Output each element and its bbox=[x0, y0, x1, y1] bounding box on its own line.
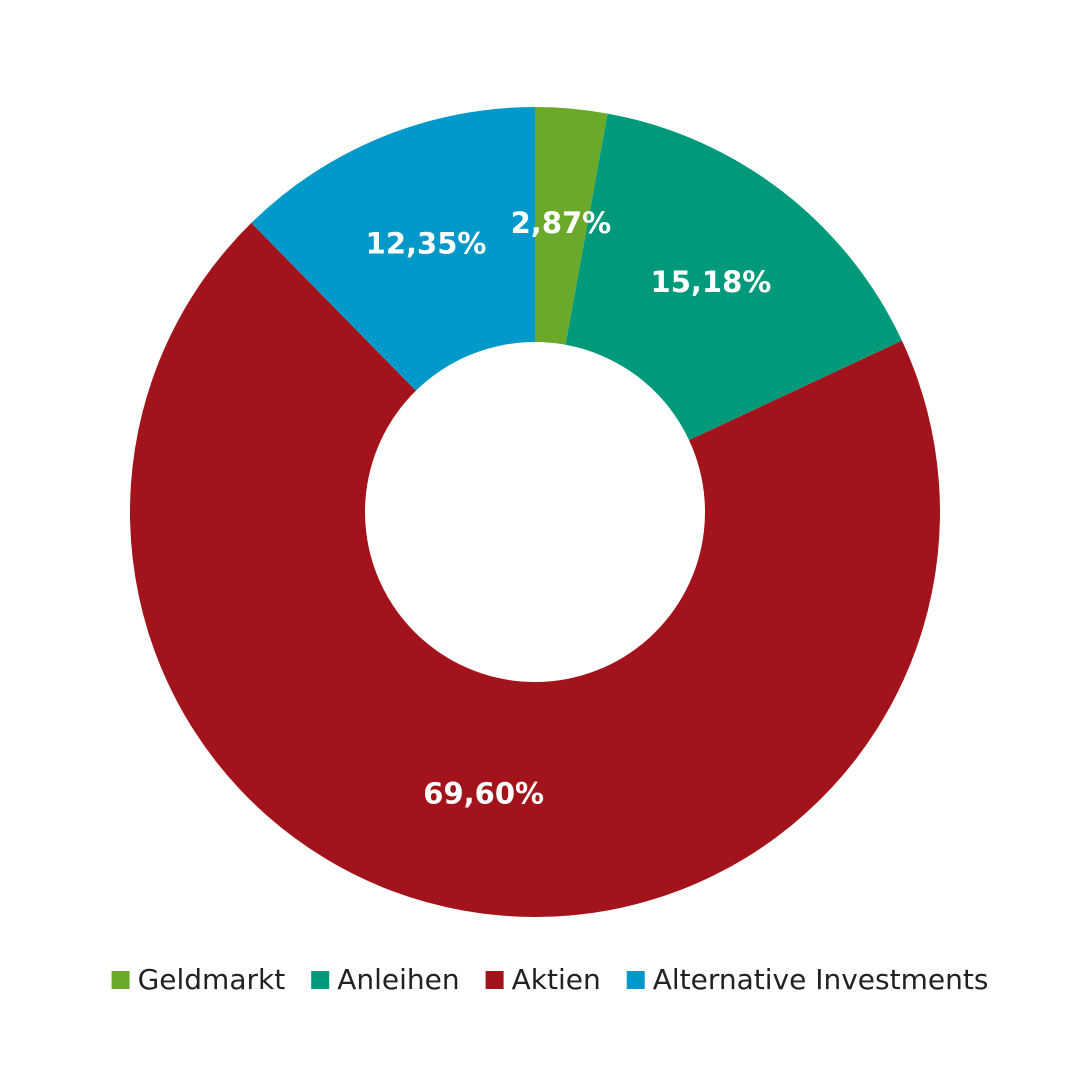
legend-label: Anleihen bbox=[337, 963, 459, 996]
legend-swatch bbox=[626, 971, 645, 989]
donut-segment bbox=[535, 107, 608, 345]
legend-swatch bbox=[311, 971, 330, 989]
legend-swatch bbox=[111, 971, 130, 989]
value-label: 12,35% bbox=[366, 226, 487, 260]
legend-swatch bbox=[485, 971, 504, 989]
value-label: 69,60% bbox=[423, 776, 544, 810]
value-label: 15,18% bbox=[651, 265, 772, 299]
donut-segment bbox=[565, 113, 902, 441]
legend-label: Alternative Investments bbox=[653, 963, 989, 996]
legend-label: Geldmarkt bbox=[138, 963, 286, 996]
donut-segment bbox=[130, 222, 941, 918]
value-label: 2,87% bbox=[511, 206, 612, 240]
donut-segment bbox=[251, 107, 535, 391]
legend-label: Aktien bbox=[512, 963, 601, 996]
